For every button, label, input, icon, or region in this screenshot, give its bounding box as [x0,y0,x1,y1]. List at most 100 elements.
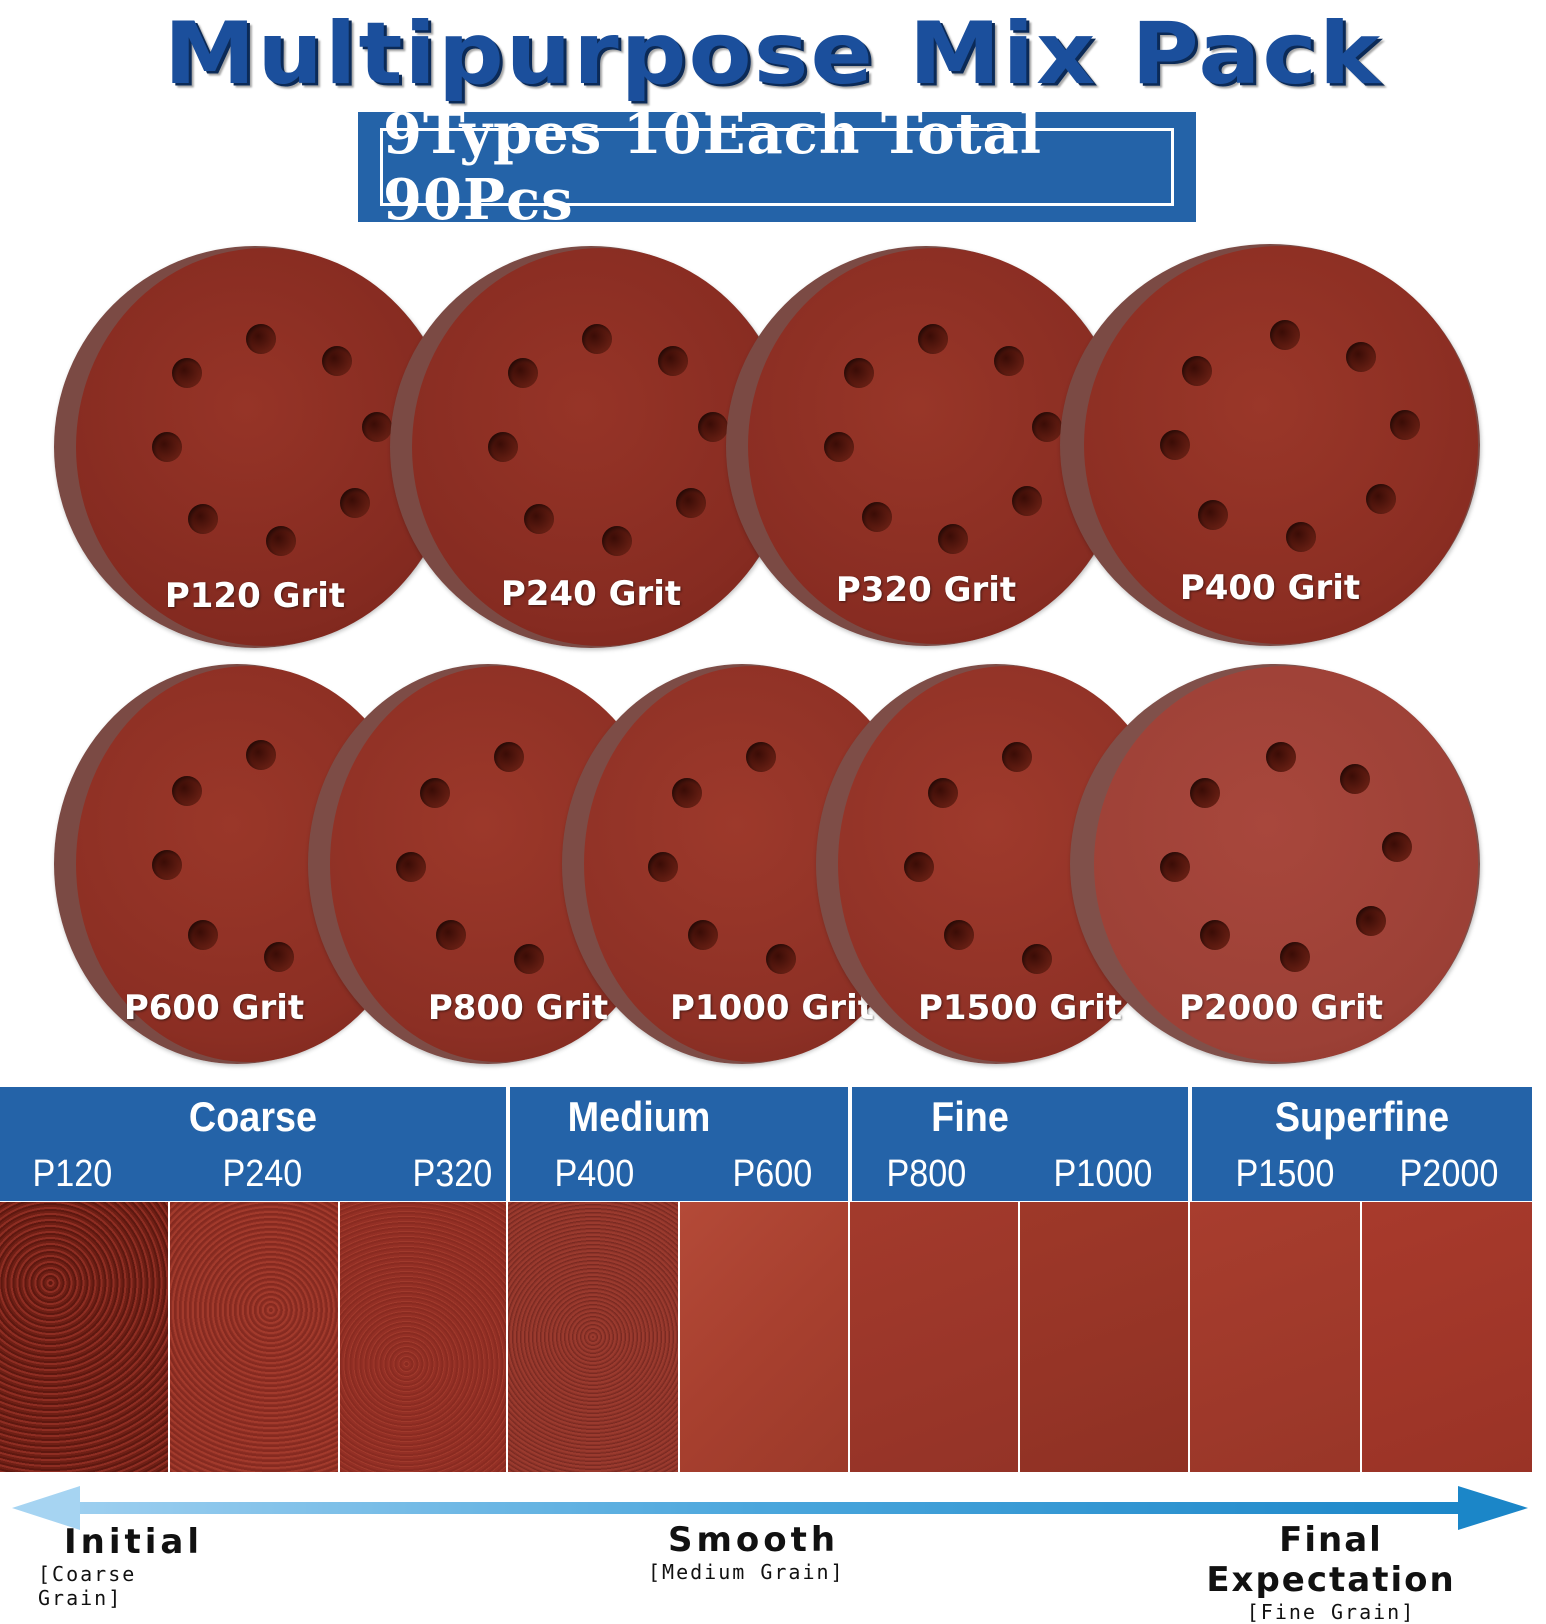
disc-grit-label: P120 Grit [164,576,346,616]
disc-grit-label: P2000 Grit [1179,988,1383,1028]
dust-hole-icon [246,740,276,770]
disc-grit-label: P600 Grit [123,988,305,1028]
dust-hole-icon [1198,500,1228,530]
disc-grit-label: P320 Grit [835,570,1017,610]
sanding-disc-p240: P240 Grit [390,246,792,648]
subtitle-banner: 9Types 10Each Total 90Pcs [358,101,1196,233]
texture-swatch-p800 [850,1202,1018,1472]
grit-code: P800 [886,1153,967,1195]
stage-name: Smooth [668,1520,840,1560]
disc-grit-label: P240 Grit [500,574,682,614]
dust-hole-icon [494,742,524,772]
arrow-right-head-icon [1458,1486,1528,1530]
category-fine: Fine P800 P1000 [852,1087,1188,1201]
sanding-disc-p2000: P2000 Grit [1070,664,1480,1064]
dust-hole-icon [1190,778,1220,808]
stage-name: Final Expectation [1206,1520,1456,1600]
grit-code: P2000 [1399,1153,1499,1195]
category-divider [506,1087,510,1201]
dust-hole-icon [862,502,892,532]
dust-hole-icon [436,920,466,950]
dust-hole-icon [266,526,296,556]
dust-hole-icon [602,526,632,556]
dust-hole-icon [698,412,728,442]
texture-swatch-p120 [0,1202,168,1472]
dust-hole-icon [1182,356,1212,386]
page-title: Multipurpose Mix Pack [163,3,1383,104]
dust-hole-icon [928,778,958,808]
stage-smooth: Smooth [Medium Grain] [648,1520,898,1584]
dust-hole-icon [1356,906,1386,936]
category-name: Superfine [1274,1093,1450,1140]
grit-code: P400 [554,1153,635,1195]
dust-hole-icon [488,432,518,462]
stage-sub: [Fine Grain] [1246,1600,1416,1624]
subtitle-text: 9Types 10Each Total 90Pcs [383,101,1043,233]
category-coarse: Coarse P120 P240 P320 [0,1087,506,1201]
dust-hole-icon [1002,742,1032,772]
subtitle-frame: 9Types 10Each Total 90Pcs [380,101,1174,233]
stage-sub: [Coarse Grain] [38,1562,137,1610]
dust-hole-icon [1200,920,1230,950]
dust-hole-icon [676,488,706,518]
dust-hole-icon [340,488,370,518]
dust-hole-icon [172,776,202,806]
grit-code: P600 [732,1153,813,1195]
dust-hole-icon [1266,742,1296,772]
texture-swatch-p2000 [1362,1202,1532,1472]
dust-hole-icon [246,324,276,354]
category-superfine: Superfine P1500 P2000 [1192,1087,1532,1201]
dust-hole-icon [944,920,974,950]
dust-hole-icon [322,346,352,376]
dust-hole-icon [1346,342,1376,372]
disc-grit-label: P800 Grit [427,988,609,1028]
dust-hole-icon [1012,486,1042,516]
dust-hole-icon [1280,942,1310,972]
dust-hole-icon [1382,832,1412,862]
dust-hole-icon [938,524,968,554]
stage-name: Initial [64,1522,204,1562]
disc-grit-label: P1500 Grit [918,988,1122,1028]
dust-hole-icon [844,358,874,388]
texture-swatch-p1000 [1020,1202,1188,1472]
dust-hole-icon [904,852,934,882]
texture-swatch-p1500 [1190,1202,1360,1472]
dust-hole-icon [1270,320,1300,350]
disc-grit-label: P1000 Grit [670,988,874,1028]
texture-swatch-p240 [170,1202,338,1472]
dust-hole-icon [918,324,948,354]
dust-hole-icon [582,324,612,354]
dust-hole-icon [1160,430,1190,460]
dust-hole-icon [188,504,218,534]
dust-hole-icon [508,358,538,388]
dust-hole-icon [746,742,776,772]
stage-sub: [Medium Grain] [648,1560,845,1584]
dust-hole-icon [172,358,202,388]
category-name: Medium [567,1093,711,1140]
dust-hole-icon [994,346,1024,376]
grit-code: P320 [412,1153,493,1195]
dust-hole-icon [264,942,294,972]
category-divider [848,1087,852,1201]
dust-hole-icon [152,850,182,880]
dust-hole-icon [658,346,688,376]
dust-hole-icon [1366,484,1396,514]
stage-initial: Initial [Coarse Grain] [38,1522,228,1610]
dust-hole-icon [766,944,796,974]
dust-hole-icon [188,920,218,950]
sanding-disc-gallery: P120 Grit P240 Grit P320 Grit [0,240,1546,1080]
arrow-left-head-icon [12,1486,80,1530]
dust-hole-icon [396,852,426,882]
progression-arrow [12,1486,1528,1530]
grit-code: P1500 [1235,1153,1335,1195]
category-name: Coarse [188,1093,318,1140]
dust-hole-icon [688,920,718,950]
dust-hole-icon [420,778,450,808]
texture-swatch-p600 [680,1202,848,1472]
texture-swatch-p320 [340,1202,506,1472]
dust-hole-icon [1390,410,1420,440]
dust-hole-icon [824,432,854,462]
dust-hole-icon [514,944,544,974]
texture-swatch-p400 [508,1202,678,1472]
category-divider [1188,1087,1192,1201]
